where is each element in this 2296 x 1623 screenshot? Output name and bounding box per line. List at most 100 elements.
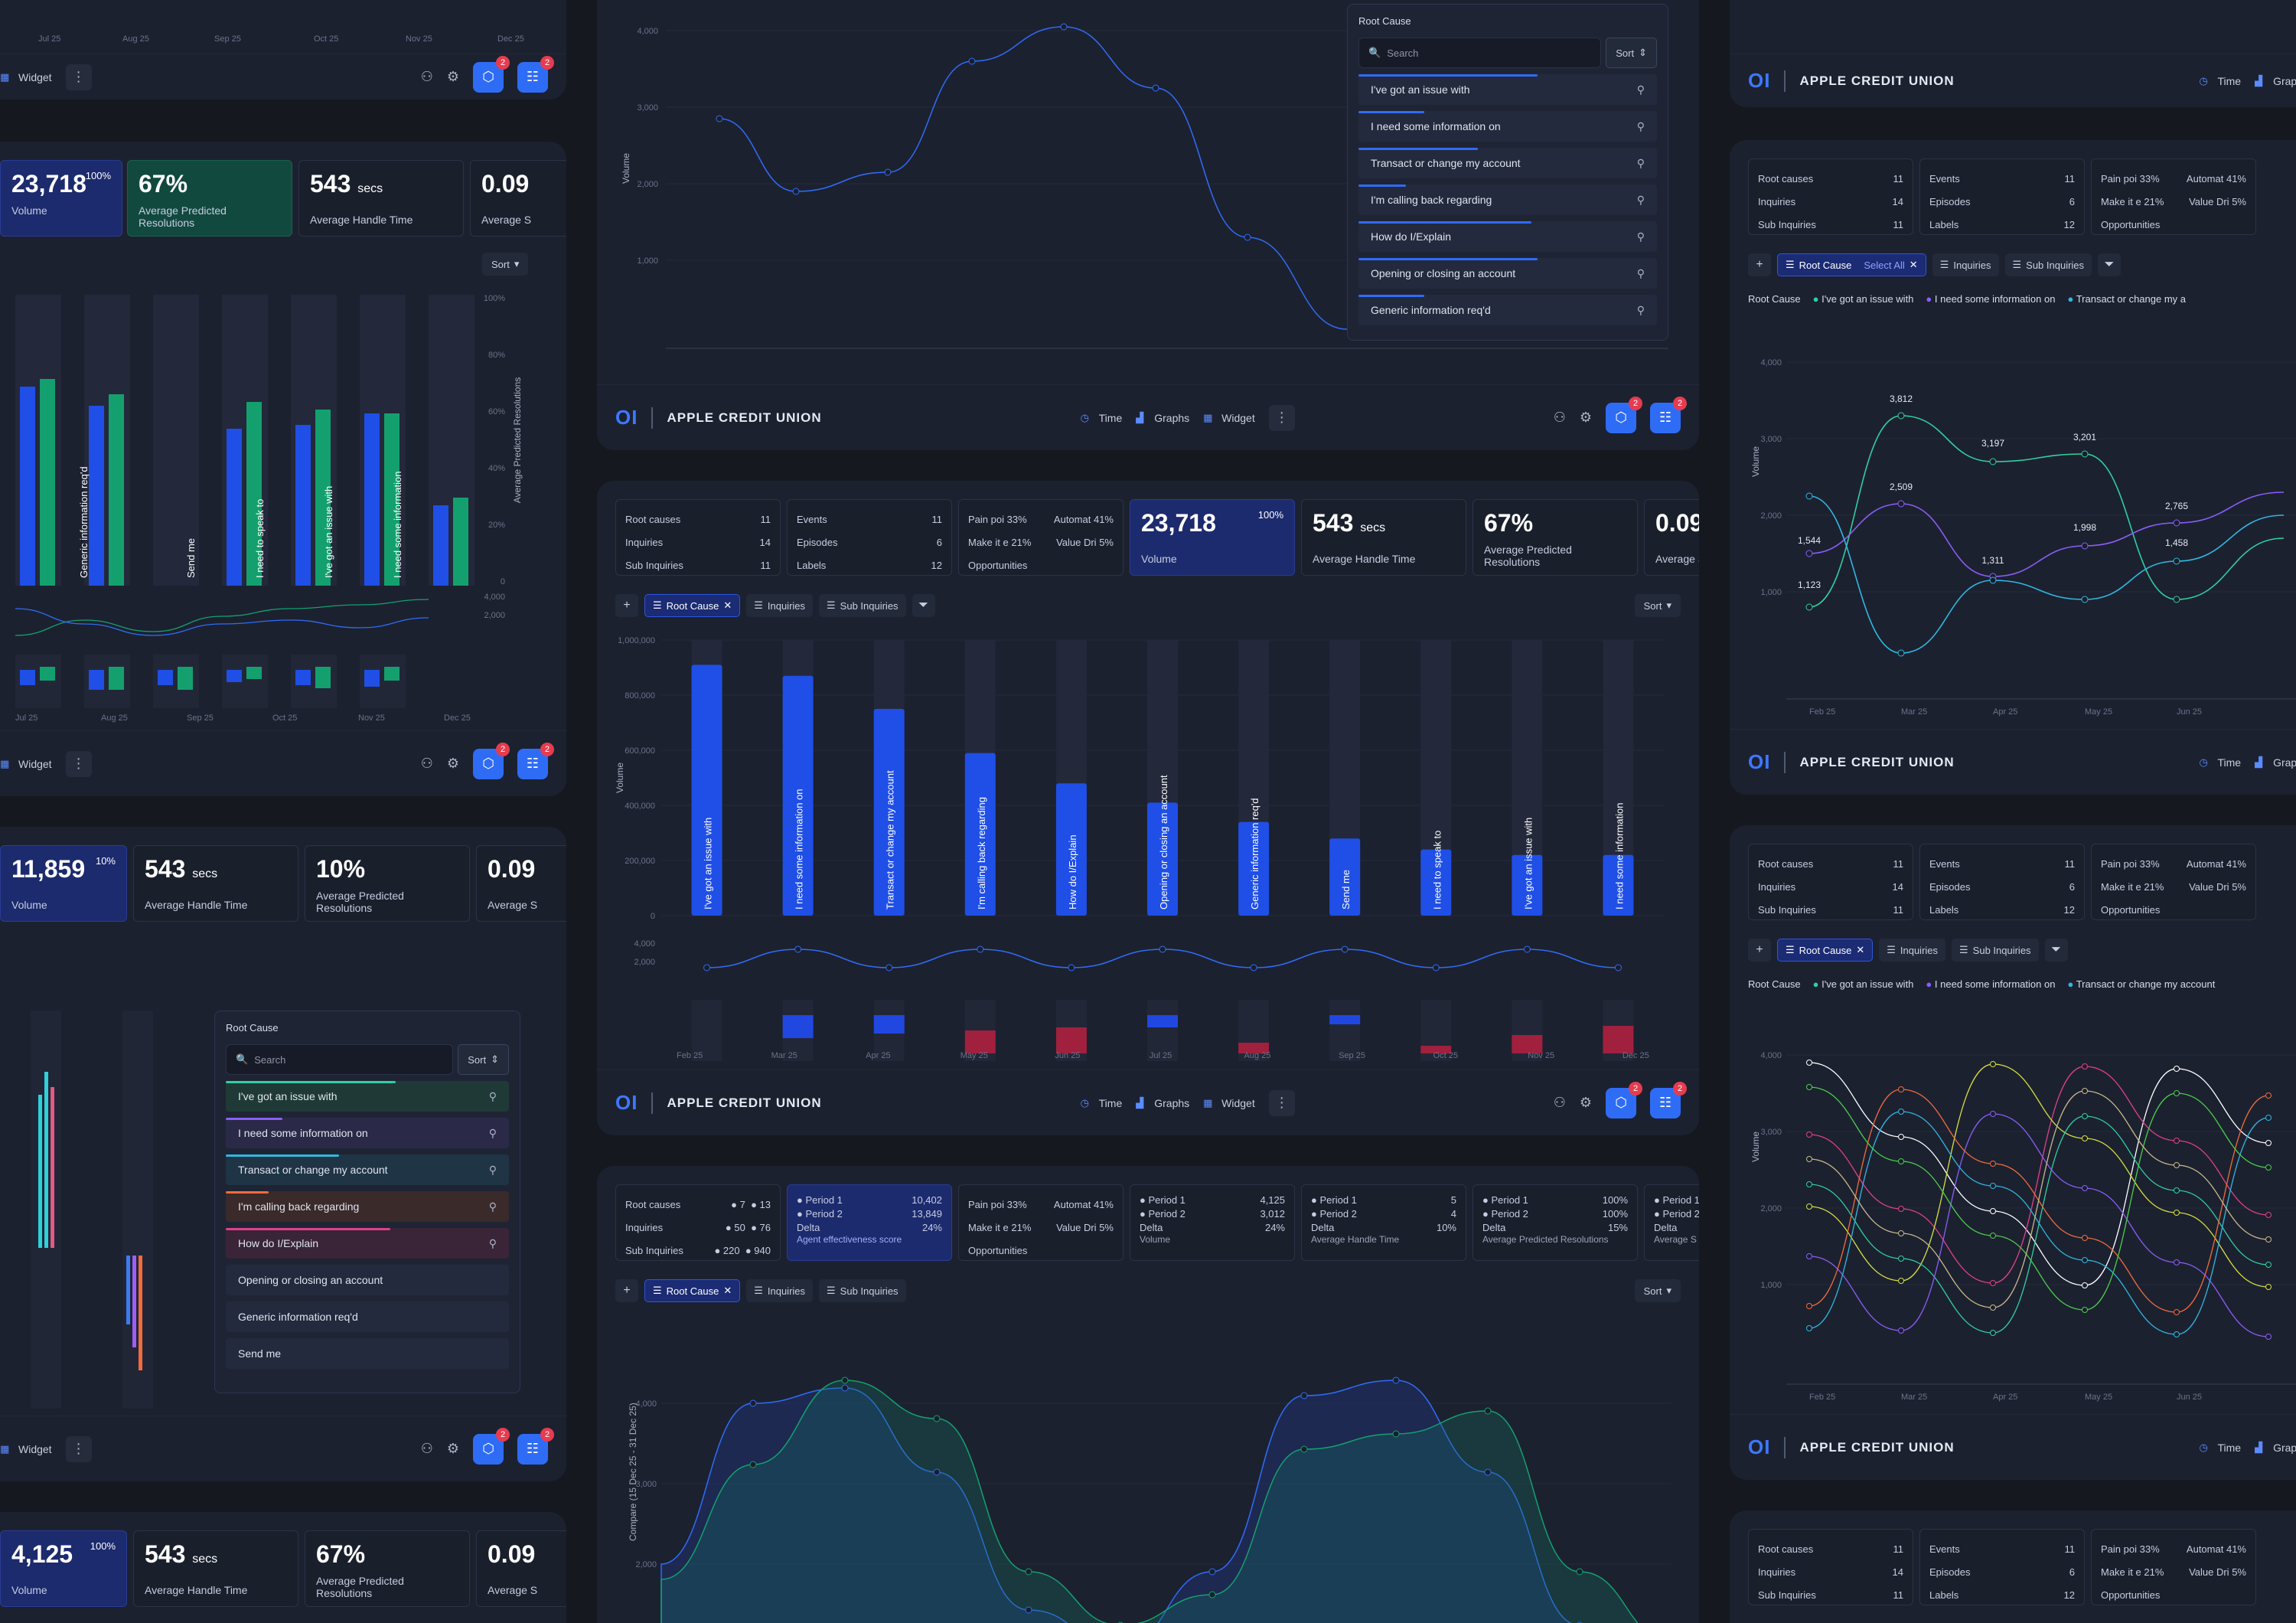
time-button[interactable]: ◷ Time: [2199, 1441, 2242, 1454]
dropdown-item[interactable]: Send me: [226, 1338, 509, 1369]
pin-icon[interactable]: ⚲: [1636, 266, 1645, 279]
user-icon[interactable]: ⚇: [420, 1441, 433, 1456]
legend-item[interactable]: ● I need some information on: [1926, 293, 2056, 305]
widget-button[interactable]: ▦ Widget: [0, 757, 52, 770]
avg-card[interactable]: 0.09 Average S: [1644, 499, 1699, 576]
time-button[interactable]: ◷ Time: [1080, 1096, 1123, 1109]
graphs-button[interactable]: ▟Graphs: [2255, 74, 2296, 87]
close-icon[interactable]: ✕: [1856, 944, 1865, 955]
settings-icon[interactable]: ⚙: [446, 69, 459, 84]
user-icon[interactable]: ⚇: [420, 756, 433, 771]
cube-button[interactable]: ⬡ 2: [1606, 1081, 1643, 1118]
pin-icon[interactable]: ⚲: [1636, 193, 1645, 206]
cube-button[interactable]: ⬡ 2: [473, 742, 510, 779]
cube-button[interactable]: ⬡ 2: [473, 1427, 510, 1465]
pin-icon[interactable]: ⚲: [1636, 303, 1645, 316]
add-filter-button[interactable]: +: [1748, 253, 1771, 276]
inquiries-filter-chip[interactable]: ☰ Inquiries: [1932, 253, 1999, 276]
graphs-button[interactable]: ▟Graphs: [1136, 411, 1190, 424]
pin-icon[interactable]: ⚲: [488, 1126, 497, 1139]
aht-card[interactable]: 543 secs Average Handle Time: [298, 160, 464, 237]
dropdown-search-input[interactable]: 🔍 Search: [1358, 38, 1602, 68]
settings-icon[interactable]: ⚙: [446, 756, 459, 771]
add-filter-button[interactable]: +: [1748, 939, 1771, 962]
graphs-button[interactable]: ▟Graphs: [2255, 1441, 2296, 1454]
dropdown-item[interactable]: I've got an issue with ⚲: [226, 1081, 509, 1112]
filters-button[interactable]: ☷ 2: [517, 1427, 554, 1465]
dropdown-item[interactable]: Generic information req'd: [226, 1301, 509, 1332]
root-cause-filter-chip[interactable]: ☰ Root Cause Select All ✕: [1777, 253, 1926, 276]
graphs-button[interactable]: ▟Graphs: [1136, 1096, 1190, 1109]
inquiries-filter-chip[interactable]: ☰ Inquiries: [1879, 939, 1946, 962]
inquiries-filter-chip[interactable]: ☰ Inquiries: [746, 1279, 814, 1302]
sub-inquiries-filter-chip[interactable]: ☰ Sub Inquiries: [819, 1279, 906, 1302]
avg-card[interactable]: 0.09 Average S: [470, 160, 566, 237]
dropdown-search-input[interactable]: 🔍 Search: [226, 1044, 454, 1075]
dropdown-item[interactable]: I've got an issue with ⚲: [1358, 74, 1657, 105]
widget-button[interactable]: ▦ Widget: [0, 70, 52, 83]
time-button[interactable]: ◷ Time: [2199, 74, 2242, 87]
apr-card[interactable]: 67% Average Predicted Resolutions: [1473, 499, 1638, 576]
dropdown-item[interactable]: How do I/Explain ⚲: [226, 1228, 509, 1259]
sub-inquiries-filter-chip[interactable]: ☰ Sub Inquiries: [819, 594, 906, 617]
more-button[interactable]: ⋮: [65, 64, 92, 90]
cube-button[interactable]: ⬡ 2: [473, 55, 510, 93]
dropdown-item[interactable]: Opening or closing an account ⚲: [1358, 258, 1657, 289]
dropdown-sort-button[interactable]: Sort ⇕: [458, 1044, 509, 1075]
dropdown-item[interactable]: Opening or closing an account: [226, 1265, 509, 1295]
apr-card[interactable]: 67% Average Predicted Resolutions: [127, 160, 292, 237]
aht-card[interactable]: 543 secs Average Handle Time: [133, 1530, 298, 1607]
widget-button[interactable]: ▦ Widget: [1203, 411, 1255, 424]
add-filter-button[interactable]: +: [615, 1279, 638, 1302]
pin-icon[interactable]: ⚲: [488, 1200, 497, 1213]
legend-item[interactable]: ● I've got an issue with: [1812, 293, 1914, 305]
dropdown-item[interactable]: Transact or change my account ⚲: [1358, 148, 1657, 178]
close-icon[interactable]: ✕: [1909, 259, 1918, 270]
pin-icon[interactable]: ⚲: [488, 1163, 497, 1176]
sub-inquiries-filter-chip[interactable]: ☰ Sub Inquiries: [2004, 253, 2092, 276]
funnel-icon[interactable]: ⏷: [912, 594, 935, 617]
legend-item[interactable]: ● Transact or change my account: [2067, 978, 2216, 990]
pin-icon[interactable]: ⚲: [1636, 156, 1645, 169]
widget-button[interactable]: ▦ Widget: [0, 1442, 52, 1455]
legend-item[interactable]: ● Transact or change my a: [2067, 293, 2187, 305]
dropdown-item[interactable]: I'm calling back regarding ⚲: [1358, 185, 1657, 215]
pin-icon[interactable]: ⚲: [488, 1089, 497, 1102]
sort-button[interactable]: Sort ▾: [1634, 1279, 1681, 1302]
dropdown-item[interactable]: How do I/Explain ⚲: [1358, 221, 1657, 252]
dropdown-sort-button[interactable]: Sort ⇕: [1606, 38, 1657, 68]
pin-icon[interactable]: ⚲: [488, 1236, 497, 1249]
root-cause-filter-chip[interactable]: ☰ Root Cause ✕: [644, 594, 741, 617]
dropdown-item[interactable]: I need some information on ⚲: [1358, 111, 1657, 142]
select-all-link[interactable]: Select All: [1864, 259, 1905, 271]
avg-card[interactable]: 0.09 Average S: [476, 1530, 566, 1607]
apr-card[interactable]: 67% Average Predicted Resolutions: [305, 1530, 470, 1607]
settings-icon[interactable]: ⚙: [1579, 410, 1593, 425]
user-icon[interactable]: ⚇: [420, 69, 433, 84]
close-icon[interactable]: ✕: [723, 599, 732, 611]
pin-icon[interactable]: ⚲: [1636, 230, 1645, 243]
volume-card[interactable]: 23,718 100% Volume: [1130, 499, 1295, 576]
user-icon[interactable]: ⚇: [1553, 410, 1566, 425]
filters-button[interactable]: ☷ 2: [1650, 1081, 1688, 1118]
more-button[interactable]: ⋮: [65, 1435, 92, 1462]
pin-icon[interactable]: ⚲: [1636, 83, 1645, 96]
funnel-icon[interactable]: ⏷: [2044, 939, 2068, 962]
pin-icon[interactable]: ⚲: [1636, 119, 1645, 132]
add-filter-button[interactable]: +: [615, 594, 638, 617]
time-button[interactable]: ◷ Time: [1080, 411, 1123, 424]
aht-card[interactable]: 543 secs Average Handle Time: [1301, 499, 1466, 576]
apr-card[interactable]: 10% Average Predicted Resolutions: [305, 845, 470, 922]
dropdown-item[interactable]: I'm calling back regarding ⚲: [226, 1191, 509, 1222]
filters-button[interactable]: ☷ 2: [517, 742, 554, 779]
cube-button[interactable]: ⬡ 2: [1606, 396, 1643, 433]
dropdown-item[interactable]: Transact or change my account ⚲: [226, 1154, 509, 1185]
user-icon[interactable]: ⚇: [1553, 1095, 1566, 1110]
legend-item[interactable]: ● I've got an issue with: [1812, 978, 1914, 990]
legend-item[interactable]: ● I need some information on: [1926, 978, 2056, 990]
filters-button[interactable]: ☷ 2: [1650, 396, 1688, 433]
sub-inquiries-filter-chip[interactable]: ☰ Sub Inquiries: [1952, 939, 2039, 962]
time-button[interactable]: ◷ Time: [2199, 756, 2242, 769]
more-button[interactable]: ⋮: [65, 750, 92, 777]
avg-card[interactable]: 0.09 Average S: [476, 845, 566, 922]
